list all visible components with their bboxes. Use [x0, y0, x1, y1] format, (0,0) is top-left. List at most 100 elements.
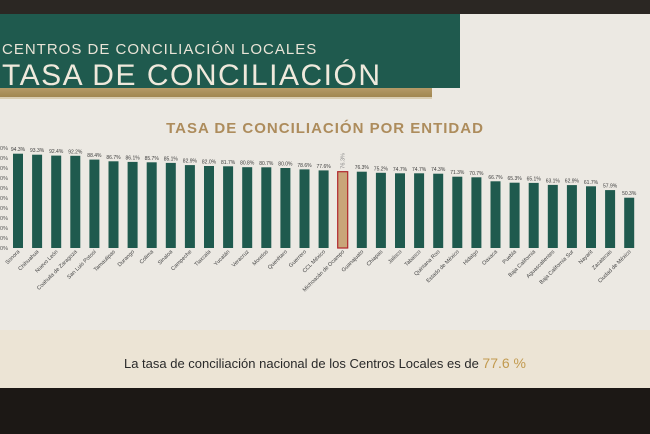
data-label: 88.4%: [87, 153, 102, 159]
bar: [605, 190, 616, 248]
data-label: 85.7%: [145, 156, 160, 162]
x-tick-label: Sinaloa: [157, 249, 175, 267]
data-label: 74.7%: [393, 167, 408, 173]
bar: [490, 181, 501, 248]
data-label: 80.0%: [278, 162, 293, 168]
bar: [586, 186, 596, 248]
window-bottom-bar: [0, 388, 650, 434]
bar: [165, 162, 176, 248]
bar: [528, 182, 539, 248]
bar: [471, 177, 482, 248]
data-label: 77.6%: [317, 164, 332, 170]
bar: [566, 185, 577, 248]
header-subtitle: CENTROS DE CONCILIACIÓN LOCALES: [2, 41, 318, 58]
bar: [108, 161, 119, 248]
data-label: 71.3%: [450, 170, 465, 176]
bar: [337, 171, 349, 249]
y-tick-label: 30%: [0, 216, 8, 222]
bar: [223, 166, 234, 248]
bar: [242, 167, 253, 248]
bar: [261, 167, 272, 248]
summary-text: La tasa de conciliación nacional de los …: [123, 356, 483, 371]
bar: [624, 197, 635, 248]
x-tick-label: Ciudad de México: [597, 249, 632, 284]
data-label: 57.9%: [603, 184, 618, 190]
x-tick-label: Tabasco: [404, 249, 423, 268]
bar: [127, 161, 138, 248]
x-tick-label: Nayarit: [578, 249, 595, 266]
bar: [13, 153, 23, 248]
x-tick-label: Yucatán: [213, 249, 231, 267]
data-label: 78.6%: [297, 163, 312, 169]
bar: [509, 182, 520, 248]
bar: [414, 173, 425, 248]
data-label: 74.7%: [412, 167, 427, 173]
bar: [146, 162, 157, 248]
bar: [184, 165, 195, 248]
y-tick-label: 100%: [0, 146, 8, 152]
x-tick-label: Baja California Sur: [539, 249, 576, 286]
y-tick-label: 10%: [0, 236, 8, 242]
bar: [299, 169, 310, 248]
y-tick-label: 60%: [0, 186, 8, 192]
summary-value: 77.6 %: [482, 355, 527, 371]
bar: [356, 171, 367, 248]
data-label: 80.7%: [259, 161, 274, 167]
x-tick-label: Campeche: [170, 249, 193, 272]
data-label: 66.7%: [488, 175, 503, 181]
data-label: 62.9%: [565, 179, 580, 185]
data-label: 92.4%: [49, 149, 64, 155]
x-tick-label: Querétaro: [267, 249, 289, 271]
x-tick-label: Durango: [117, 249, 136, 268]
header-divider: [0, 97, 432, 99]
bar: [547, 184, 558, 248]
data-label: 74.3%: [431, 167, 446, 173]
x-tick-label: Tlaxcala: [194, 249, 213, 268]
data-label: 65.3%: [508, 176, 523, 182]
x-tick-label: Jalisco: [387, 249, 403, 265]
header-banner: CENTROS DE CONCILIACIÓN LOCALES TASA DE …: [0, 14, 460, 92]
data-label: 82.0%: [202, 160, 217, 166]
bar: [280, 168, 291, 248]
bar: [32, 154, 43, 248]
data-label: 85.1%: [164, 156, 179, 162]
header-title: TASA DE CONCILIACIÓN: [2, 59, 382, 92]
bar: [375, 172, 386, 248]
data-label: 94.3%: [11, 147, 26, 153]
data-label: 50.3%: [622, 191, 637, 197]
data-label: 92.2%: [68, 149, 83, 155]
x-tick-label: Morelos: [252, 249, 270, 267]
y-tick-label: 90%: [0, 156, 8, 162]
summary-box: [0, 330, 650, 388]
bar: [395, 173, 405, 248]
window-top-bar: [0, 0, 650, 14]
bar: [89, 159, 100, 248]
data-label: 76.3%: [355, 165, 370, 171]
y-tick-label: 0%: [0, 246, 8, 252]
bar: [452, 176, 463, 248]
x-tick-label: Hidalgo: [462, 249, 479, 266]
data-label: 81.7%: [221, 160, 236, 166]
data-label: 65.1%: [527, 176, 542, 182]
data-label: 63.1%: [546, 178, 561, 184]
data-label: 70.7%: [469, 171, 484, 177]
chart-title: TASA DE CONCILIACIÓN POR ENTIDAD: [166, 120, 484, 137]
y-tick-label: 70%: [0, 176, 8, 182]
x-tick-label: Puebla: [502, 249, 519, 266]
data-label: 80.8%: [240, 161, 255, 167]
x-tick-label: Chiapas: [366, 249, 385, 268]
bar: [204, 166, 214, 248]
y-tick-label: 80%: [0, 166, 8, 172]
data-label: 86.7%: [106, 155, 121, 161]
data-label: 61.7%: [584, 180, 599, 186]
y-tick-label: 40%: [0, 206, 8, 212]
data-label: 82.9%: [183, 159, 198, 165]
bar: [70, 155, 81, 248]
summary-line: La tasa de conciliación nacional de los …: [0, 355, 650, 371]
data-label: 75.2%: [374, 166, 389, 172]
header-gold-stripe: [0, 88, 432, 97]
data-label: 93.3%: [30, 148, 45, 154]
x-tick-label: Colima: [139, 249, 156, 266]
bar-chart: 0%10%20%30%40%50%60%70%80%90%100%94.3%So…: [0, 146, 637, 293]
